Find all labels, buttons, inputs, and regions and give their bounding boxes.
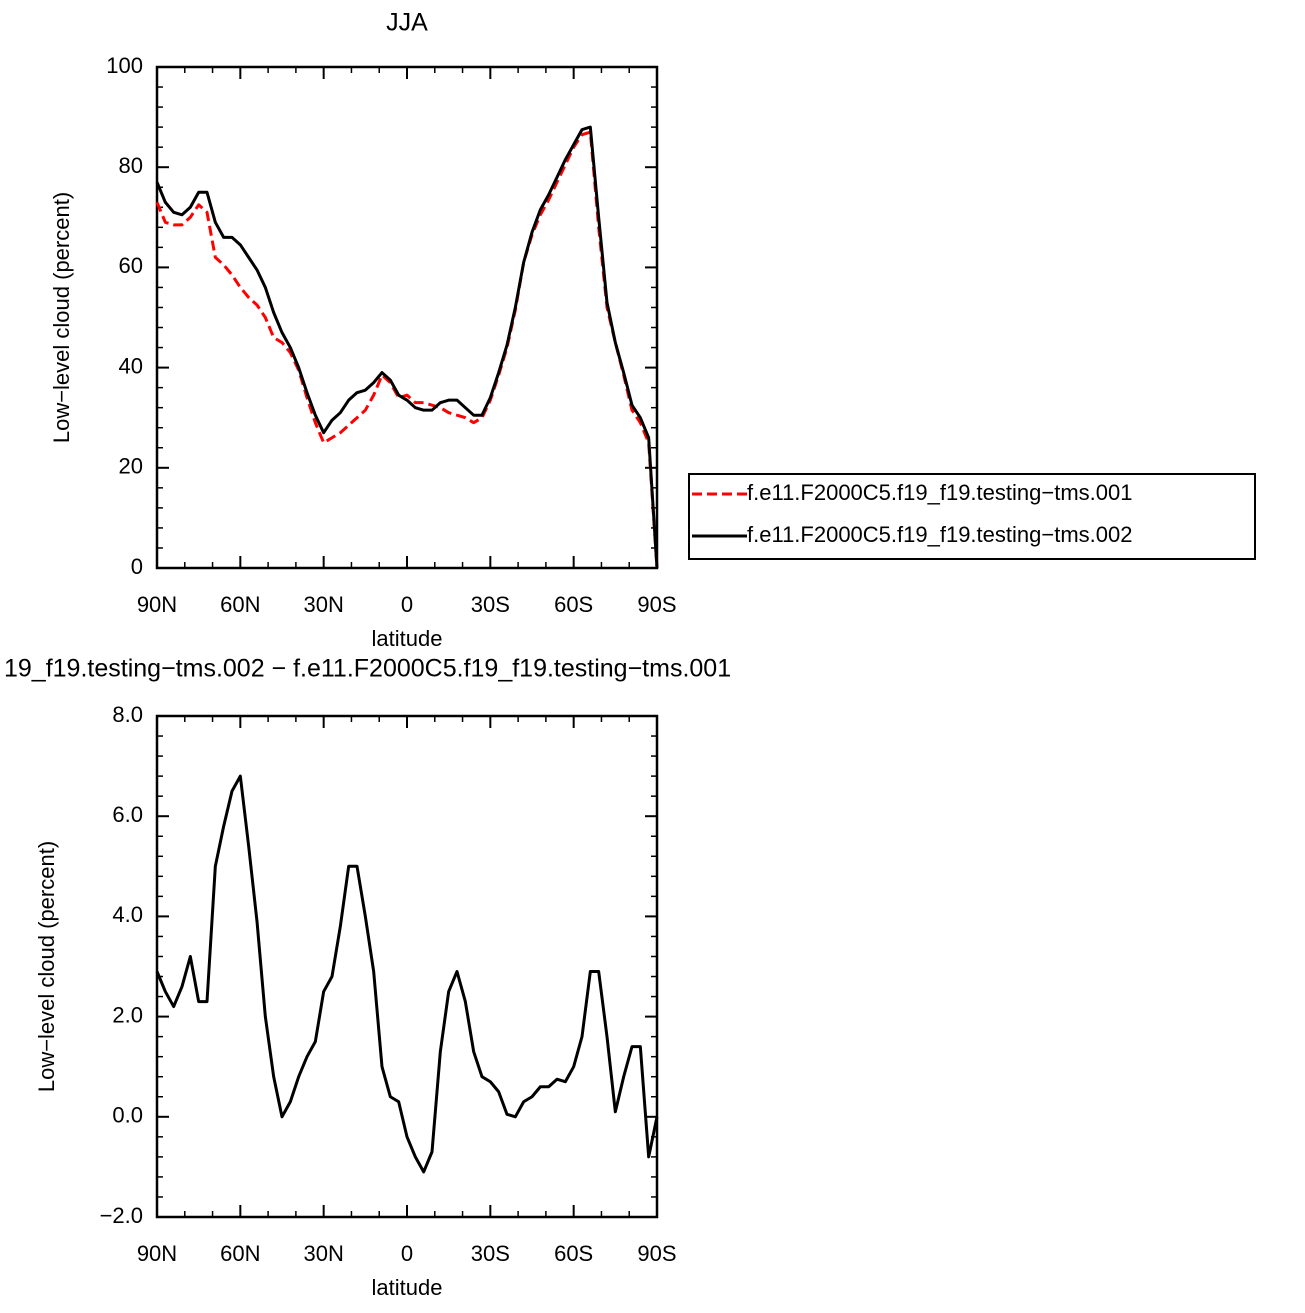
chart-title: 19_f19.testing−tms.002 − f.e11.F2000C5.f… — [4, 655, 731, 683]
y-tick-label: 0.0 — [112, 1103, 143, 1128]
data-line — [155, 125, 659, 569]
x-tick-label: 90N — [137, 1241, 177, 1266]
plot-frame — [155, 65, 659, 570]
y-tick-label: 0 — [131, 554, 143, 579]
legend-label: f.e11.F2000C5.f19_f19.testing−tms.002 — [747, 522, 1132, 547]
x-tick-label: 30S — [471, 1241, 510, 1266]
y-tick-label: 8.0 — [112, 702, 143, 727]
legend-label: f.e11.F2000C5.f19_f19.testing−tms.001 — [747, 480, 1132, 505]
y-tick-label: 4.0 — [112, 902, 143, 927]
x-tick-label: 90S — [637, 592, 676, 617]
data-line — [155, 130, 659, 569]
x-tick-label: 90N — [137, 592, 177, 617]
plot-frame — [155, 714, 659, 1219]
y-tick-label: −2.0 — [100, 1203, 143, 1228]
y-tick-label: 6.0 — [112, 802, 143, 827]
y-axis-label: Low−level cloud (percent) — [34, 841, 59, 1092]
x-tick-label: 0 — [401, 592, 413, 617]
x-axis-label: latitude — [372, 626, 443, 651]
x-tick-label: 60S — [554, 1241, 593, 1266]
x-tick-label: 90S — [637, 1241, 676, 1266]
y-tick-label: 2.0 — [112, 1002, 143, 1027]
x-tick-label: 60S — [554, 592, 593, 617]
legend-box — [688, 473, 1256, 560]
y-tick-label: 60 — [119, 253, 143, 278]
x-tick-label: 30S — [471, 592, 510, 617]
x-tick-label: 30N — [303, 592, 343, 617]
x-axis-label: latitude — [372, 1275, 443, 1300]
y-axis-label: Low−level cloud (percent) — [49, 192, 74, 443]
x-tick-label: 60N — [220, 1241, 260, 1266]
chart-title: JJA — [386, 9, 428, 37]
data-line — [155, 774, 659, 1174]
x-tick-label: 30N — [303, 1241, 343, 1266]
y-tick-label: 40 — [119, 353, 143, 378]
x-tick-label: 60N — [220, 592, 260, 617]
y-tick-label: 100 — [106, 53, 143, 78]
y-tick-label: 80 — [119, 153, 143, 178]
y-tick-label: 20 — [119, 454, 143, 479]
x-tick-label: 0 — [401, 1241, 413, 1266]
